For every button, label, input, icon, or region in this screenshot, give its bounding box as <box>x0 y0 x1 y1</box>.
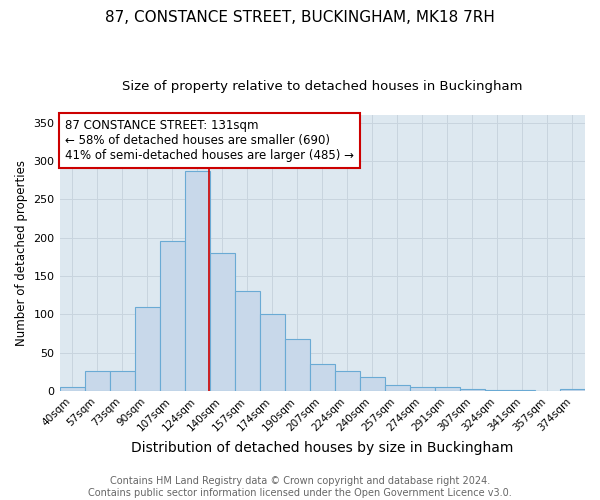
Bar <box>485 390 510 391</box>
X-axis label: Distribution of detached houses by size in Buckingham: Distribution of detached houses by size … <box>131 441 514 455</box>
Bar <box>134 306 160 391</box>
Bar <box>310 364 335 391</box>
Bar <box>160 242 185 391</box>
Text: Contains HM Land Registry data © Crown copyright and database right 2024.
Contai: Contains HM Land Registry data © Crown c… <box>88 476 512 498</box>
Bar <box>209 253 235 391</box>
Bar <box>260 314 285 391</box>
Y-axis label: Number of detached properties: Number of detached properties <box>15 160 28 346</box>
Bar <box>360 377 385 391</box>
Bar <box>59 387 85 391</box>
Text: 87, CONSTANCE STREET, BUCKINGHAM, MK18 7RH: 87, CONSTANCE STREET, BUCKINGHAM, MK18 7… <box>105 10 495 25</box>
Bar <box>410 387 435 391</box>
Bar <box>335 371 360 391</box>
Bar <box>85 371 110 391</box>
Bar <box>435 387 460 391</box>
Bar <box>560 390 585 391</box>
Bar <box>185 171 209 391</box>
Bar <box>285 339 310 391</box>
Bar <box>110 371 134 391</box>
Bar <box>235 292 260 391</box>
Bar <box>385 385 410 391</box>
Bar <box>460 388 485 391</box>
Title: Size of property relative to detached houses in Buckingham: Size of property relative to detached ho… <box>122 80 523 93</box>
Text: 87 CONSTANCE STREET: 131sqm
← 58% of detached houses are smaller (690)
41% of se: 87 CONSTANCE STREET: 131sqm ← 58% of det… <box>65 119 354 162</box>
Bar <box>510 390 535 391</box>
